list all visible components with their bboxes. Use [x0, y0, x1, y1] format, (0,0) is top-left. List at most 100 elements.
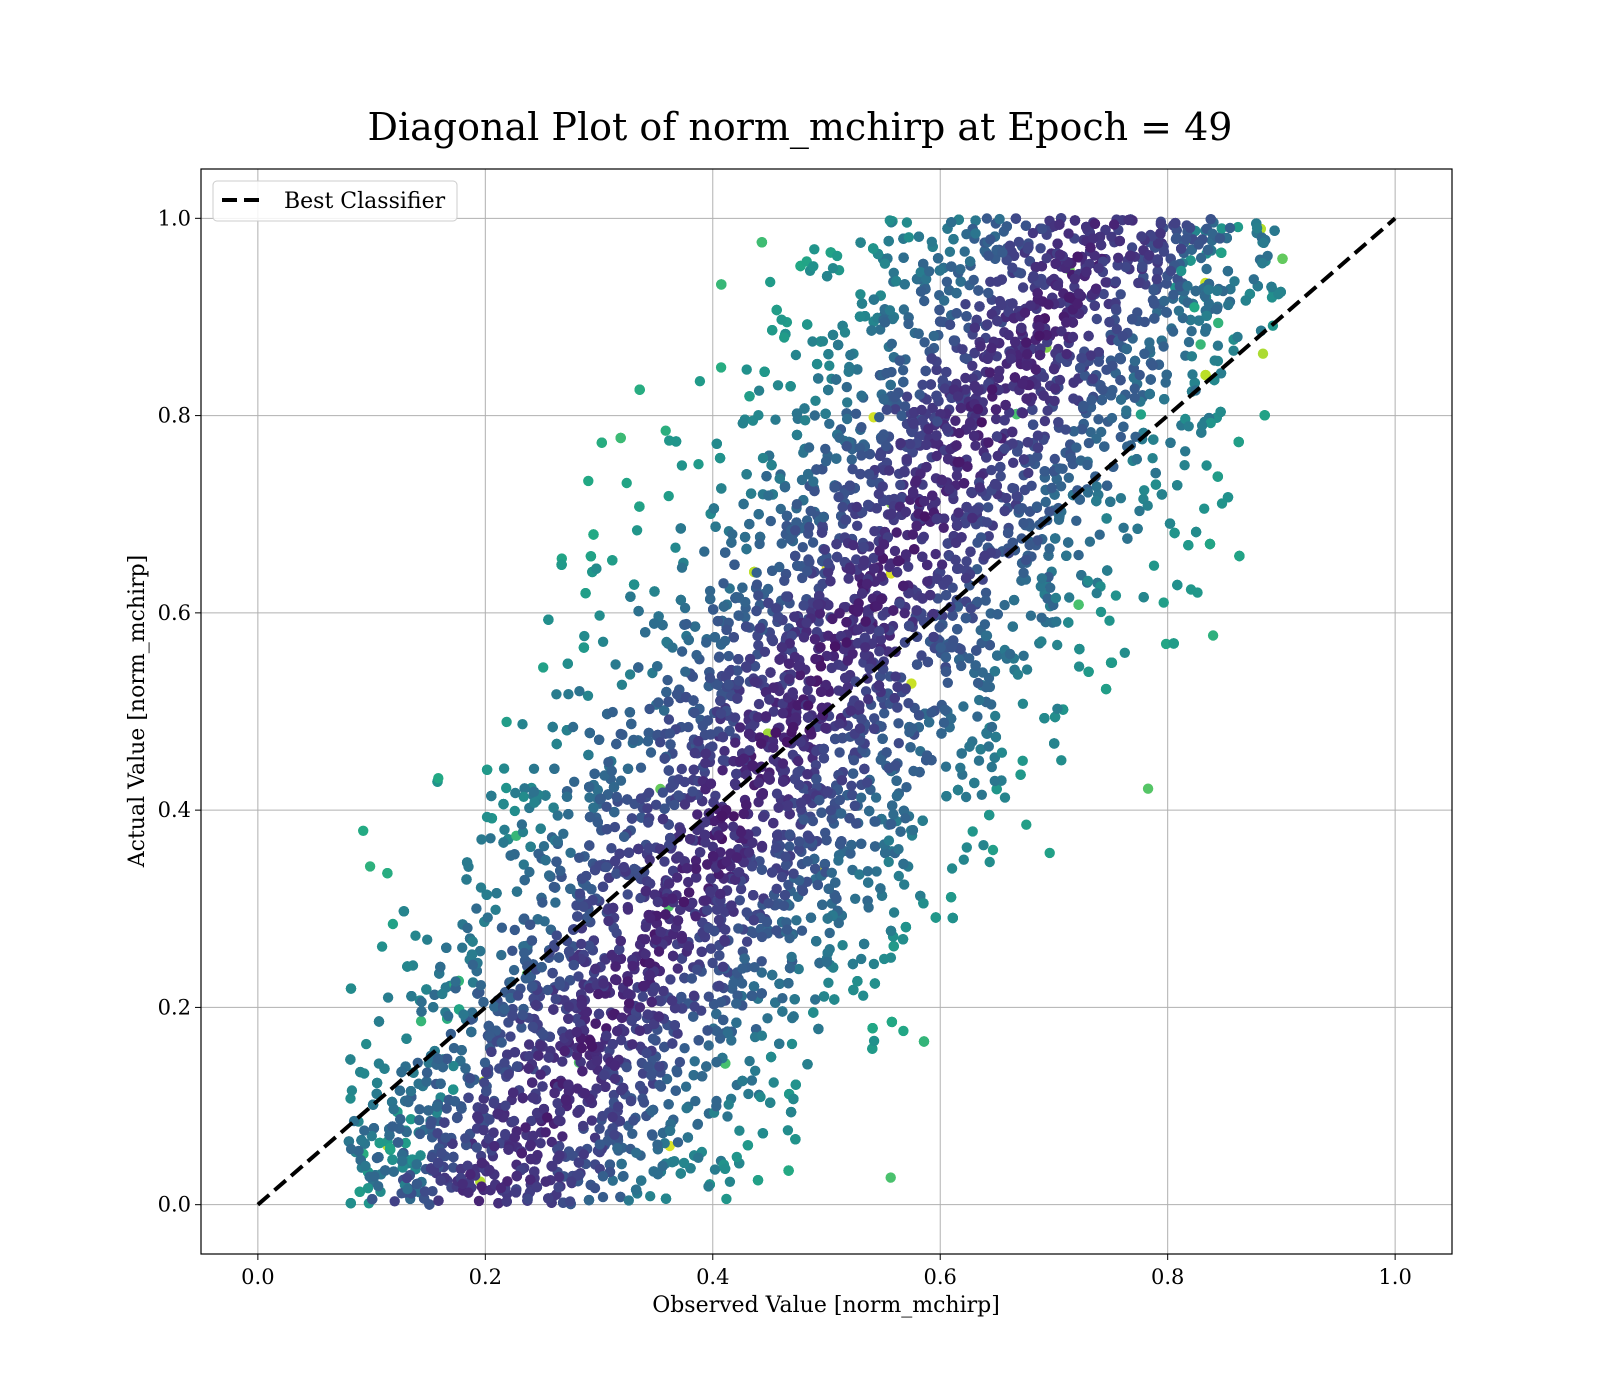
scatter-point — [716, 483, 727, 494]
scatter-point — [893, 718, 904, 729]
scatter-point — [414, 1114, 425, 1126]
scatter-point — [823, 349, 834, 360]
scatter-point — [856, 838, 867, 849]
scatter-point — [858, 990, 869, 1001]
scatter-point — [897, 365, 909, 376]
scatter-point — [946, 863, 958, 874]
scatter-point — [583, 749, 594, 761]
scatter-point — [884, 305, 896, 316]
scatter-point — [1138, 592, 1149, 603]
scatter-point — [919, 337, 930, 348]
scatter-point — [731, 1017, 742, 1028]
scatter-point — [899, 879, 910, 890]
scatter-point — [1061, 550, 1072, 561]
scatter-point — [460, 1063, 471, 1074]
scatter-point — [813, 1023, 824, 1035]
scatter-point — [676, 646, 688, 657]
scatter-point — [1095, 606, 1107, 618]
scatter-point — [803, 442, 815, 453]
scatter-point — [886, 1016, 898, 1028]
scatter-point — [694, 376, 706, 387]
scatter-point — [850, 893, 861, 904]
scatter-point — [862, 866, 873, 877]
scatter-point — [640, 627, 651, 638]
scatter-point — [1015, 769, 1026, 780]
scatter-point — [1199, 503, 1210, 514]
scatter-point — [491, 888, 502, 899]
scatter-point — [1063, 617, 1074, 628]
scatter-point — [1144, 337, 1155, 348]
scatter-point — [1017, 755, 1028, 766]
scatter-point — [897, 934, 909, 945]
scatter-point — [770, 414, 781, 425]
scatter-point — [580, 588, 591, 599]
scatter-point — [422, 934, 433, 945]
scatter-point — [364, 861, 376, 872]
scatter-point — [1200, 369, 1211, 381]
scatter-point — [1053, 514, 1065, 525]
scatter-point — [855, 289, 866, 300]
scatter-point — [607, 555, 618, 566]
scatter-point — [481, 764, 493, 775]
scatter-point — [918, 898, 929, 909]
scatter-point — [809, 410, 820, 421]
scatter-point — [1012, 669, 1024, 680]
scatter-point — [1105, 657, 1117, 668]
scatter-point — [562, 658, 573, 669]
scatter-point — [636, 1175, 647, 1186]
scatter-point — [1201, 263, 1212, 275]
scatter-point — [884, 215, 895, 226]
scatter-points — [343, 213, 1288, 1210]
scatter-point — [660, 1193, 672, 1204]
scatter-point — [786, 1038, 798, 1050]
scatter-point — [786, 951, 797, 963]
scatter-point — [373, 1016, 385, 1027]
scatter-point — [805, 505, 816, 517]
scatter-point — [766, 459, 777, 471]
scatter-point — [485, 833, 496, 844]
scatter-point — [1147, 453, 1158, 464]
scatter-point — [958, 854, 969, 865]
scatter-point — [791, 915, 802, 926]
scatter-point — [956, 748, 967, 759]
scatter-point — [850, 408, 862, 419]
scatter-point — [496, 949, 507, 961]
scatter-point — [1204, 538, 1216, 550]
scatter-point — [762, 1013, 773, 1024]
scatter-point — [549, 763, 560, 774]
scatter-point — [820, 443, 831, 455]
scatter-point — [999, 792, 1011, 803]
scatter-point — [743, 1088, 754, 1100]
scatter-point — [626, 718, 637, 730]
scatter-point — [433, 773, 444, 784]
scatter-point — [361, 1038, 372, 1050]
scatter-point — [752, 1175, 764, 1186]
scatter-point — [517, 719, 528, 730]
scatter-point — [535, 823, 546, 834]
scatter-point — [901, 782, 912, 793]
scatter-point — [401, 1033, 412, 1044]
scatter-point — [920, 365, 931, 377]
scatter-point — [846, 454, 857, 465]
scatter-point — [967, 826, 978, 837]
scatter-point — [817, 336, 829, 347]
scatter-point — [591, 563, 602, 574]
scatter-point — [774, 1038, 785, 1050]
scatter-point — [701, 1061, 712, 1072]
scatter-point — [501, 716, 512, 728]
scatter-point — [499, 824, 510, 835]
scatter-point — [670, 542, 681, 553]
scatter-point — [669, 1156, 680, 1167]
scatter-point — [435, 961, 446, 973]
scatter-point — [1118, 522, 1129, 533]
scatter-point — [808, 1007, 819, 1018]
scatter-point — [624, 669, 636, 680]
scatter-point — [868, 1035, 880, 1047]
scatter-point — [1159, 394, 1170, 405]
scatter-point — [765, 276, 776, 288]
scatter-point — [551, 689, 562, 700]
scatter-point — [987, 844, 999, 856]
scatter-point — [387, 918, 399, 930]
